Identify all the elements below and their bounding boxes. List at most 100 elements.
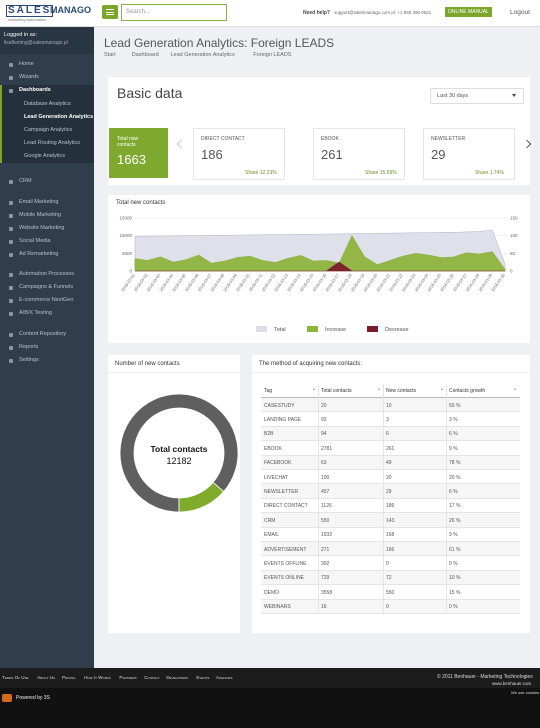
table-header-cell[interactable]: Total contacts xyxy=(321,388,352,394)
panel-divider xyxy=(252,372,530,373)
logo-manago: MANAGO xyxy=(50,5,91,15)
menu-icon xyxy=(9,180,13,184)
footer-link[interactable]: About Us xyxy=(37,675,56,680)
table-cell: 166 xyxy=(386,546,395,553)
footer-link[interactable]: Events xyxy=(196,675,210,680)
submenu-item[interactable]: Lead Generation Analytics xyxy=(24,114,94,120)
stat-card xyxy=(423,128,515,180)
menu-icon xyxy=(9,253,13,257)
period-select[interactable]: Last 30 days xyxy=(430,88,524,104)
help-label: Need help? xyxy=(303,10,330,16)
table-row xyxy=(261,441,520,456)
table-cell: 392 xyxy=(321,560,330,567)
table-cell: EMAIL xyxy=(264,532,280,539)
card-label: DIRECT CONTACT xyxy=(201,136,245,142)
table-cell: 20 xyxy=(386,474,392,481)
menu-item[interactable]: Ad Remarketing xyxy=(19,251,59,257)
table-cell: 9 % xyxy=(449,532,458,539)
sort-icon xyxy=(313,388,315,390)
search-input[interactable]: Search... xyxy=(121,4,227,21)
table-row xyxy=(261,426,520,442)
menu-item[interactable]: A/B/X Testing xyxy=(19,310,52,316)
table-cell: 0 % xyxy=(449,560,458,567)
table-cell: 63 xyxy=(321,460,327,467)
menu-item[interactable]: E-commerce NextGen xyxy=(19,297,74,303)
table-cell: 186 xyxy=(386,503,395,510)
table-header-cell[interactable]: Contacts growth xyxy=(449,388,486,394)
sort-icon xyxy=(441,388,443,390)
submenu-item[interactable]: Google Analytics xyxy=(24,153,65,159)
menu-toggle-bar xyxy=(106,9,114,10)
user-email: lisafleming@salesmanago.pl xyxy=(4,40,68,46)
table-cell: FACEBOOK xyxy=(264,460,292,467)
menu-item[interactable]: Home xyxy=(19,61,34,67)
menu-item[interactable]: Social Media xyxy=(19,238,51,244)
menu-item[interactable]: Campaigns & Funnels xyxy=(19,284,74,290)
legend-label: Increase xyxy=(325,327,346,333)
menu-item[interactable]: Wizards xyxy=(19,74,39,80)
menu-item[interactable]: Settings xyxy=(19,357,39,363)
footer-link[interactable]: Partners xyxy=(119,675,137,680)
submenu-item[interactable]: Campaign Analytics xyxy=(24,127,73,133)
footer-link[interactable]: Agencies xyxy=(216,675,233,680)
table-header-cell[interactable]: Tag xyxy=(264,388,273,394)
logout-link[interactable]: Logout xyxy=(510,9,530,16)
panel-title: Basic data xyxy=(117,85,183,101)
table-row xyxy=(261,527,520,542)
card-share: Share 1.74% xyxy=(475,170,504,176)
breadcrumb-item[interactable]: Start xyxy=(104,52,116,58)
table-cell: 9 % xyxy=(449,445,458,452)
card-value: 29 xyxy=(431,147,446,162)
chart-title: Total new contacts xyxy=(116,200,166,206)
footer-copyright: © 2011 Benhauer - Marketing Technologies xyxy=(437,674,533,680)
manual-button[interactable]: ONLINE MANUAL xyxy=(445,7,492,17)
menu-item[interactable]: Automation Processes xyxy=(19,271,75,277)
table-cell: 17 % xyxy=(449,503,461,510)
table-header-cell[interactable]: New contacts xyxy=(386,388,417,394)
table-cell: DIRECT CONTACT xyxy=(264,503,308,510)
menu-icon xyxy=(9,76,13,80)
table-col-line xyxy=(383,384,384,614)
card-share: Share 15.69% xyxy=(365,170,397,176)
menu-item[interactable]: Reports xyxy=(19,344,39,350)
footer-link[interactable]: Pricing xyxy=(62,675,76,680)
menu-icon xyxy=(9,333,13,337)
menu-item[interactable]: CRM xyxy=(19,178,32,184)
footer-link[interactable]: How It Works xyxy=(84,675,111,680)
powered-by: Powered by 3S xyxy=(16,695,50,701)
donut-segment xyxy=(178,481,225,513)
y2-tick-label: 150 xyxy=(510,216,518,221)
logo-sales: SALES xyxy=(6,5,54,17)
menu-item[interactable]: Dashboards xyxy=(19,87,51,93)
table-cell: 16 xyxy=(321,604,327,611)
footer-link[interactable]: Terms Of Use xyxy=(2,675,29,680)
table-cell: 78 % xyxy=(449,460,461,467)
area-series xyxy=(135,261,505,272)
menu-item[interactable]: Email Marketing xyxy=(19,199,59,205)
table-cell: 72 xyxy=(386,575,392,582)
table-cell: 20 % xyxy=(449,474,461,481)
table-cell: 3558 xyxy=(321,589,333,596)
menu-item[interactable]: Content Repository xyxy=(19,331,67,337)
footer-bottom xyxy=(0,688,540,728)
submenu-item[interactable]: Lead Routing Analytics xyxy=(24,140,80,146)
table-cell: 6 xyxy=(386,431,389,438)
footer-link[interactable]: Contact xyxy=(144,675,160,680)
table-title: The method of acquiring new contacts: xyxy=(259,361,363,367)
table-row xyxy=(261,513,520,528)
menu-item[interactable]: Mobile Marketing xyxy=(19,212,61,218)
table-cell: CRM xyxy=(264,517,276,524)
active-bar xyxy=(0,85,2,163)
breadcrumb-item[interactable]: Lead Generation Analytics xyxy=(170,52,235,58)
footer-link[interactable]: Developers xyxy=(166,675,188,680)
menu-icon xyxy=(9,227,13,231)
table-cell: B2B xyxy=(264,431,274,438)
submenu-item[interactable]: Database Analytics xyxy=(24,101,71,107)
menu-icon xyxy=(9,89,13,93)
breadcrumb-item[interactable]: Dashboard xyxy=(131,52,159,58)
table-cell: 0 % xyxy=(449,604,458,611)
help-contact: support@salesmanago.com pl: +1 855 390 0… xyxy=(334,10,432,15)
menu-item[interactable]: Website Marketing xyxy=(19,225,65,231)
menu-toggle-bar xyxy=(106,11,114,13)
